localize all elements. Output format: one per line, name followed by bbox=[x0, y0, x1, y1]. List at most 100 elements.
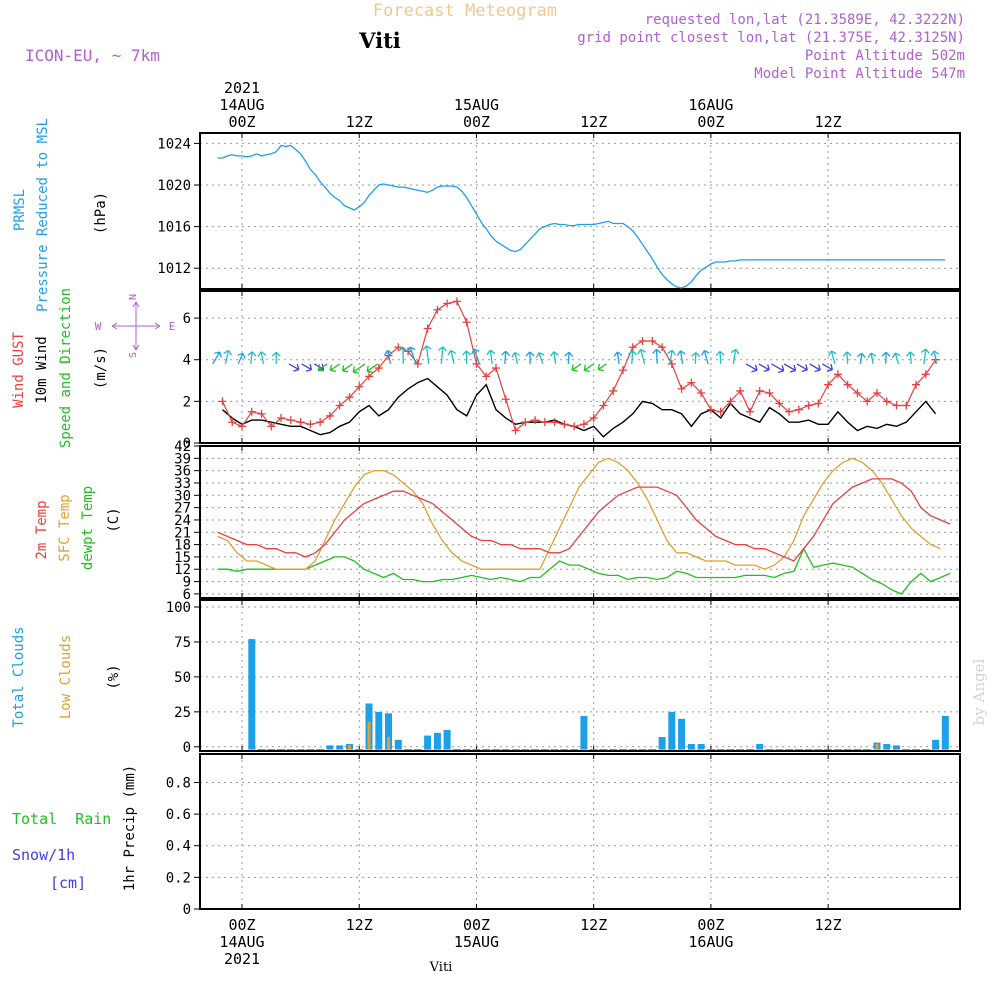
gust-marker bbox=[531, 416, 540, 425]
y-tick-label: 25 bbox=[174, 705, 191, 721]
wind-direction-arrow bbox=[730, 348, 740, 364]
rain-label: Total Rain bbox=[12, 810, 111, 828]
gust-marker bbox=[706, 405, 715, 414]
temp-labels: 2m Temp SFC Temp dewpt Temp (C) bbox=[34, 486, 122, 570]
gust-marker bbox=[677, 384, 686, 393]
total-clouds-bar bbox=[687, 744, 695, 750]
point-altitude: Point Altitude 502m bbox=[805, 48, 965, 64]
snow-label: Snow/1h bbox=[12, 846, 75, 864]
y-tick-label: 1024 bbox=[157, 136, 191, 152]
wind-direction-arrow bbox=[715, 350, 725, 364]
gust-marker bbox=[745, 407, 754, 416]
y-tick-label: 4 bbox=[183, 353, 191, 369]
wind-direction-arrow bbox=[583, 363, 595, 373]
wind-direction-arrow bbox=[237, 352, 246, 365]
clouds-panel: 0 25 50 75 100 bbox=[166, 599, 961, 756]
y-tick-label: 12 bbox=[174, 562, 191, 578]
wind-direction-arrow bbox=[667, 349, 676, 365]
y-tick-label: 27 bbox=[174, 501, 191, 517]
y-tick-label: 0.6 bbox=[166, 807, 191, 823]
wind-direction-arrow bbox=[525, 351, 535, 364]
wind-direction-arrow bbox=[366, 363, 379, 373]
gust-marker bbox=[892, 401, 901, 410]
prmsl-unit-label: (hPa) bbox=[93, 192, 109, 234]
gust-marker bbox=[374, 364, 383, 373]
y-tick-label: 33 bbox=[174, 476, 191, 492]
wind-direction-arrow bbox=[930, 350, 940, 365]
total-clouds-bar bbox=[668, 711, 676, 750]
y-tick-label: 0 bbox=[183, 902, 191, 918]
low-clouds-label: Low Clouds bbox=[58, 635, 74, 719]
wind-direction-arrow bbox=[447, 349, 457, 365]
wind-direction-arrow bbox=[627, 350, 637, 364]
wind-direction-arrow bbox=[920, 348, 930, 364]
wind-direction-arrow bbox=[501, 350, 510, 364]
total-clouds-bar bbox=[443, 730, 451, 750]
gust-label: Wind GUST bbox=[11, 332, 27, 408]
wind-direction-arrow bbox=[422, 345, 432, 364]
top-time-label: 00Z bbox=[228, 113, 255, 131]
total-clouds-bar bbox=[893, 745, 900, 750]
wind10-label: 10m Wind bbox=[34, 336, 50, 403]
precip-labels: Total Rain Snow/1h [cm] 1hr Precip (mm) bbox=[12, 765, 138, 892]
clouds-unit-label: (%) bbox=[106, 664, 122, 689]
y-tick-label: 1016 bbox=[157, 220, 191, 236]
gust-marker bbox=[589, 414, 598, 423]
wind-panel: 0 2 4 6 bbox=[183, 290, 961, 452]
gust-marker bbox=[628, 343, 637, 352]
compass-legend: W E N S bbox=[95, 294, 176, 358]
gust-marker bbox=[570, 422, 579, 431]
low-clouds-bar bbox=[367, 721, 371, 750]
wind-direction-arrow bbox=[597, 363, 607, 372]
wind-direction-arrow bbox=[809, 363, 821, 373]
gust-marker bbox=[296, 418, 305, 427]
gust-marker bbox=[228, 418, 237, 427]
y-tick-label: 9 bbox=[183, 575, 191, 591]
panel-frame bbox=[199, 753, 961, 910]
gust-marker bbox=[364, 372, 373, 381]
wind-direction-arrow bbox=[247, 351, 257, 364]
gust-marker bbox=[755, 386, 764, 395]
wind-direction-arrow bbox=[257, 351, 267, 365]
precip-axis-label: 1hr Precip (mm) bbox=[122, 765, 138, 891]
gust-marker bbox=[521, 418, 530, 427]
bottom-time-label: 12Z bbox=[580, 916, 607, 934]
y-tick-label: 42 bbox=[174, 439, 191, 455]
top-time-label: 2021 bbox=[224, 79, 260, 97]
gust-marker bbox=[550, 418, 559, 427]
temp2m-line bbox=[217, 478, 951, 562]
wind-direction-arrow bbox=[676, 350, 686, 364]
bottom-time-label: 2021 bbox=[224, 950, 260, 968]
gust-marker bbox=[286, 416, 295, 425]
wind-direction-arrow bbox=[758, 363, 770, 373]
wind-direction-arrow bbox=[881, 351, 891, 364]
wind-direction-arrow bbox=[891, 352, 901, 365]
bottom-time-label: 00Z bbox=[697, 916, 724, 934]
y-tick-label: 1012 bbox=[157, 261, 191, 277]
wind-direction-arrow bbox=[288, 363, 300, 372]
total-clouds-bar bbox=[697, 744, 705, 750]
total-clouds-bar bbox=[394, 739, 402, 750]
top-time-label: 14AUG bbox=[219, 96, 264, 114]
gust-marker bbox=[765, 389, 774, 398]
gust-marker bbox=[238, 422, 247, 431]
y-tick-label: 1020 bbox=[157, 178, 191, 194]
wind-direction-arrow bbox=[301, 363, 313, 372]
gust-marker bbox=[921, 370, 930, 379]
total-clouds-bar bbox=[433, 732, 441, 750]
gust-marker bbox=[687, 378, 696, 387]
low-clouds-bar bbox=[348, 745, 351, 750]
prmsl-desc-label: Pressure Reduced to MSL bbox=[35, 118, 51, 312]
top-time-label: 00Z bbox=[463, 113, 490, 131]
prmsl-label: PRMSL bbox=[12, 189, 28, 231]
panel-frame bbox=[199, 599, 961, 752]
gust-marker bbox=[345, 393, 354, 402]
wind-direction-arrow bbox=[407, 346, 417, 365]
bottom-time-label: 15AUG bbox=[454, 933, 499, 951]
y-tick-label: 24 bbox=[174, 513, 191, 529]
wind-direction-arrow bbox=[329, 363, 341, 373]
top-time-label: 12Z bbox=[346, 113, 373, 131]
gust-marker bbox=[306, 420, 315, 429]
wind-direction-arrow bbox=[511, 351, 520, 365]
